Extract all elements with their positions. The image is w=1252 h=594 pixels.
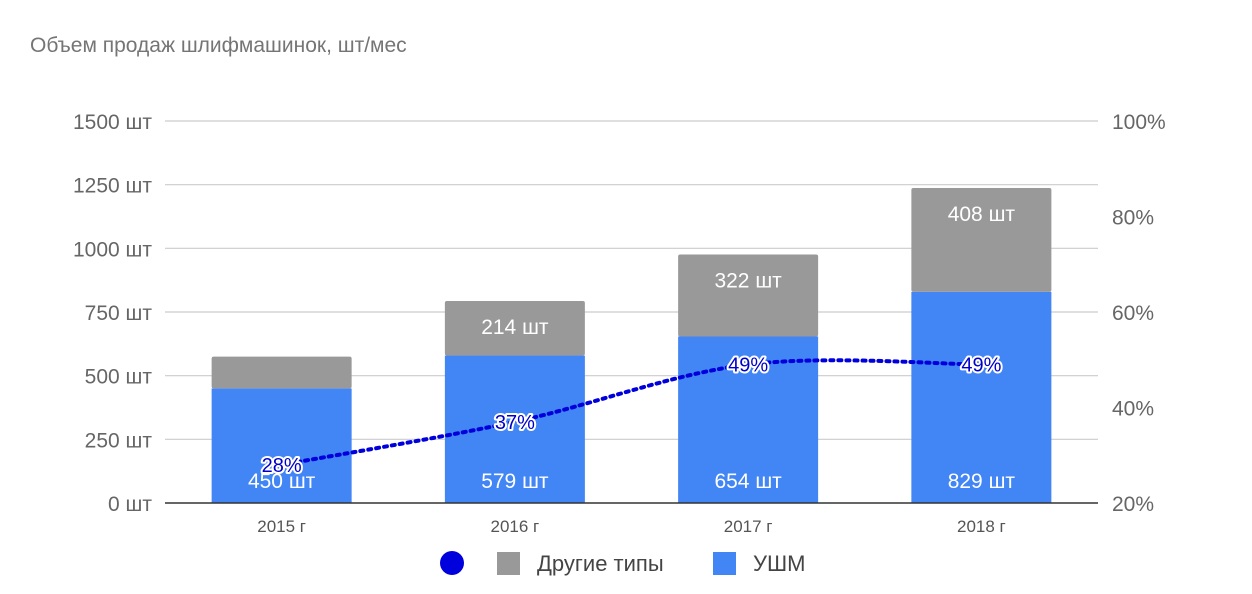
legend-swatch	[497, 552, 520, 575]
legend: Другие типы УШМ	[440, 551, 805, 576]
y-axis-left: 0 шт 250 шт 500 шт 750 шт 1000 шт 1250 шт 1500…	[73, 111, 152, 516]
bar-value-label: 654 шт	[714, 470, 782, 493]
bar-other	[911, 187, 1052, 292]
bar-value-label: 450 шт	[248, 470, 316, 493]
bar-other	[678, 254, 819, 337]
percent-label: 49%	[728, 355, 768, 377]
y2-tick-label: 40%	[1112, 398, 1154, 421]
x-tick-label: 2015 г	[257, 517, 306, 536]
x-axis: 2015 г 2016 г 2017 г 2018 г	[165, 502, 1098, 536]
x-tick-label: 2016 г	[491, 517, 540, 536]
legend-swatch	[713, 552, 736, 575]
bar-other	[211, 356, 352, 389]
y-tick-label: 250 шт	[85, 429, 153, 452]
bars: 450 шт 579 шт 214 шт 654 шт 322 шт 829 шт 408 …	[211, 187, 1052, 503]
y-tick-label: 500 шт	[85, 366, 153, 389]
y-tick-label: 0 шт	[108, 493, 152, 516]
bar-value-label: 829 шт	[948, 470, 1016, 493]
y-tick-label: 1250 шт	[73, 175, 152, 198]
legend-swatch-line	[440, 551, 464, 575]
bar-value-label: 408 шт	[948, 203, 1016, 226]
y-tick-label: 1500 шт	[73, 111, 152, 134]
percent-label: 37%	[495, 412, 535, 434]
y2-tick-label: 100%	[1112, 111, 1166, 134]
bar-value-label: 322 шт	[714, 269, 782, 292]
percent-line-path	[279, 358, 984, 467]
legend-label: УШМ	[753, 551, 805, 576]
y2-tick-label: 80%	[1112, 207, 1154, 230]
percent-line: 28% 37% 49% 49%	[260, 353, 1004, 479]
percent-label: 28%	[262, 455, 302, 477]
bar-other	[444, 301, 585, 356]
chart-title: Объем продаж шлифмашинок, шт/мес	[30, 34, 407, 57]
bar-ushm	[444, 355, 585, 503]
y-tick-label: 750 шт	[85, 302, 153, 325]
bar-ushm	[678, 336, 819, 503]
bar-value-label: 214 шт	[481, 316, 549, 339]
y2-tick-label: 60%	[1112, 302, 1154, 325]
x-tick-label: 2017 г	[724, 517, 773, 536]
bar-ushm	[911, 291, 1052, 503]
x-tick-label: 2018 г	[957, 517, 1006, 536]
y2-tick-label: 20%	[1112, 493, 1154, 516]
y-axis-right: 20% 40% 60% 80% 100%	[1112, 111, 1166, 516]
percent-label: 49%	[961, 355, 1001, 377]
bar-value-label: 579 шт	[481, 470, 549, 493]
bar-ushm	[211, 388, 352, 503]
legend-label: Другие типы	[537, 551, 664, 576]
y-tick-label: 1000 шт	[73, 238, 152, 261]
